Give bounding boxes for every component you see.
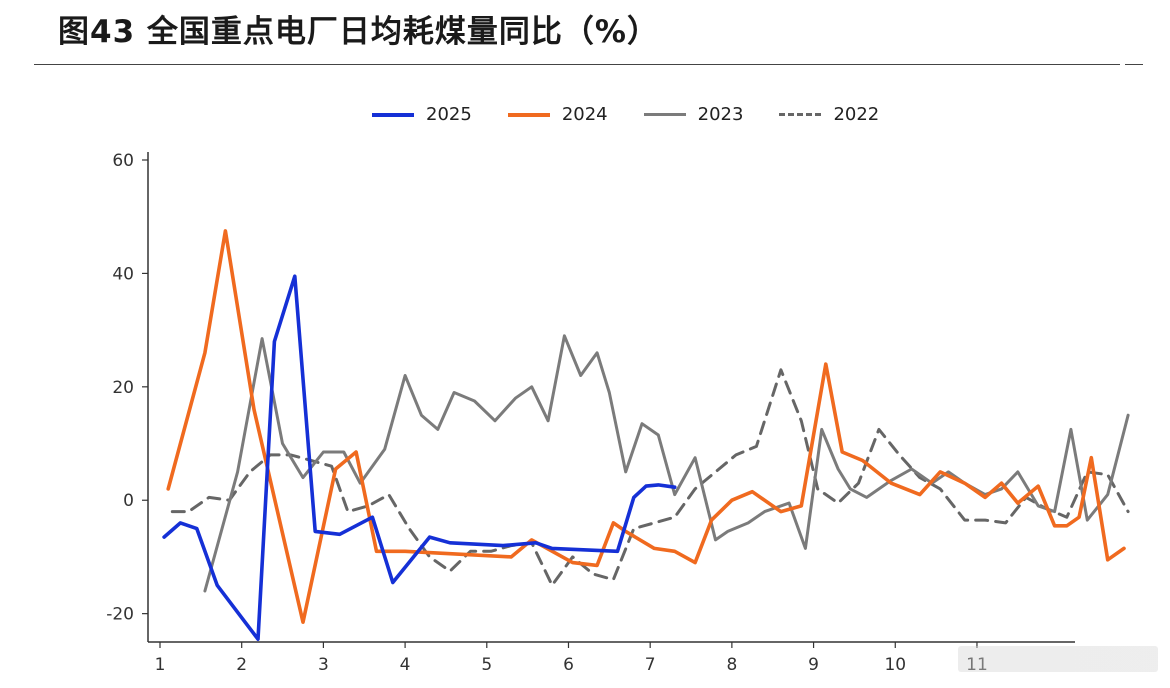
y-tick-label: -20 [106, 605, 134, 625]
chart-title: 图43 全国重点电厂日均耗煤量同比（%） [58, 14, 659, 50]
legend-item-2023[interactable]: 2023 [643, 104, 744, 125]
legend-swatch-2023 [643, 113, 686, 116]
x-tick-label: 7 [645, 655, 656, 675]
title-underline [34, 64, 1120, 65]
legend: 2025 2024 2023 2022 [372, 104, 915, 125]
legend-swatch-2024 [507, 112, 550, 117]
legend-item-2025[interactable]: 2025 [372, 104, 472, 125]
series-line-2025 [162, 274, 677, 642]
y-tick-label: 60 [112, 151, 134, 171]
watermark [958, 646, 1158, 672]
x-tick-label: 3 [318, 655, 329, 675]
x-tick-label: 10 [884, 655, 906, 675]
legend-item-2022[interactable]: 2022 [779, 104, 879, 125]
x-tick-label: 5 [481, 655, 492, 675]
x-tick-label: 2 [236, 655, 247, 675]
title-underline-end [1125, 64, 1143, 65]
legend-label-2025: 2025 [426, 104, 472, 125]
x-tick-label: 8 [726, 655, 737, 675]
series-line-2022 [170, 368, 1130, 587]
y-tick-label: 0 [123, 491, 134, 511]
x-tick-label: 1 [155, 655, 166, 675]
legend-label-2024: 2024 [561, 104, 608, 125]
legend-item-2024[interactable]: 2024 [507, 104, 608, 125]
legend-label-2022: 2022 [833, 104, 880, 125]
legend-label-2023: 2023 [697, 104, 744, 125]
y-tick-label: 40 [112, 264, 134, 284]
y-tick-label: 20 [112, 378, 134, 398]
series-line-2024 [166, 229, 1126, 625]
legend-swatch-2022 [779, 113, 822, 116]
x-tick-label: 4 [400, 655, 411, 675]
legend-swatch-2025 [372, 112, 414, 117]
x-tick-label: 6 [563, 655, 574, 675]
x-tick-label: 9 [808, 655, 819, 675]
